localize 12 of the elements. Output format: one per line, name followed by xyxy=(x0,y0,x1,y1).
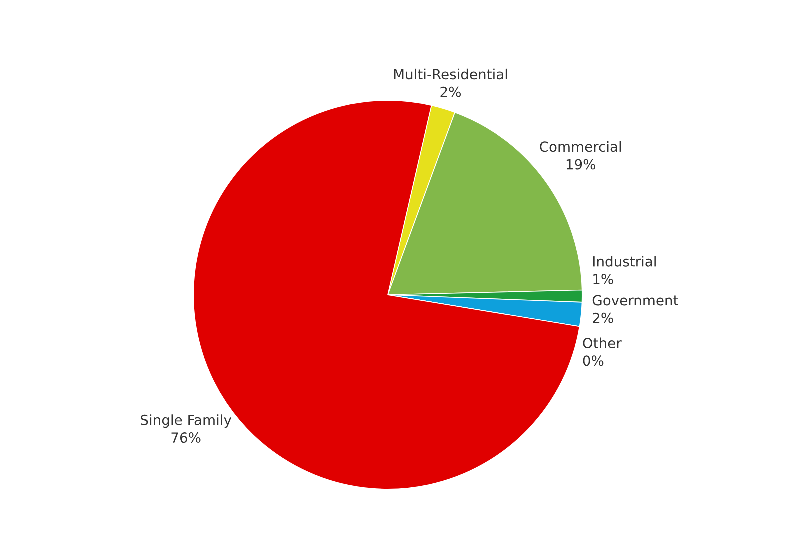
data-label: 76% xyxy=(172,432,201,444)
category-label: Other xyxy=(583,338,622,349)
slice-label: Multi-Residential xyxy=(394,68,508,80)
slice-label: Single Family xyxy=(141,414,232,428)
data-label: 2% xyxy=(593,312,614,324)
data-label: 19% xyxy=(566,159,596,170)
slice-label: Commercial xyxy=(540,141,622,152)
data-label: 1% xyxy=(594,274,614,285)
slice-label: Industrial xyxy=(593,256,656,267)
data-label: 2% xyxy=(440,86,462,98)
slice-label: Government xyxy=(592,295,678,306)
text: 0% xyxy=(583,356,604,366)
